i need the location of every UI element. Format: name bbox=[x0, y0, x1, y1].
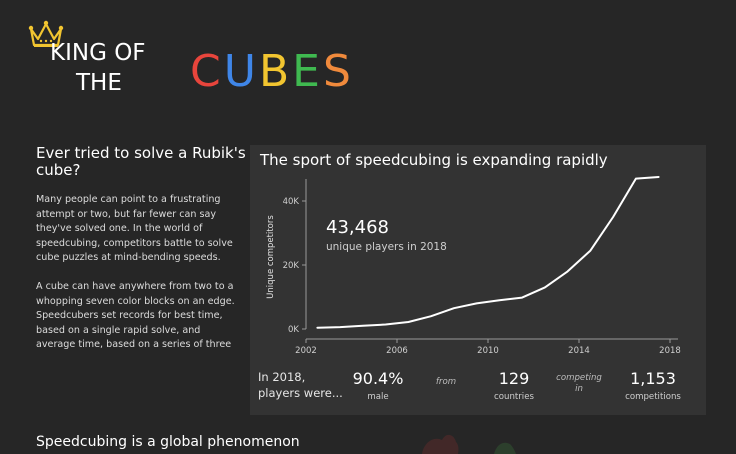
stat-value: 1,153 bbox=[630, 369, 676, 388]
x-tick-label: 2018 bbox=[659, 346, 681, 356]
intro-paragraph-2: A cube can have anywhere from two to a w… bbox=[36, 280, 235, 351]
x-tick-label: 2014 bbox=[568, 346, 590, 356]
y-tick-label: 0K bbox=[288, 325, 299, 335]
stats-lead: In 2018, players were... bbox=[258, 370, 343, 400]
cubes-letter-c: C bbox=[190, 46, 224, 97]
stat-countries: 129 countries bbox=[482, 369, 546, 402]
series-line-0 bbox=[316, 176, 660, 329]
y-axis-label: Unique competitors bbox=[266, 215, 276, 299]
x-tick-label: 2010 bbox=[477, 346, 499, 356]
highlight-label: unique players in 2018 bbox=[326, 241, 447, 253]
x-tick-label: 2002 bbox=[295, 346, 317, 356]
line-chart: 0K 20K 40K 2002 2006 2010 2014 2018 Unique compe… bbox=[266, 176, 681, 356]
stats-row: In 2018, players were... 90.4% male from… bbox=[250, 367, 706, 415]
stat-competitions: 1,153 competitions bbox=[618, 369, 688, 402]
stat-male: 90.4% male bbox=[346, 369, 410, 402]
section-title-global: Speedcubing is a global phenomenon bbox=[36, 434, 300, 450]
cubes-letter-b: B bbox=[258, 46, 293, 97]
intro-body: Many people can point to a frustrating a… bbox=[36, 193, 236, 353]
connector-from: from bbox=[435, 377, 457, 387]
title-king-of-the: KING OF THE bbox=[50, 38, 146, 98]
cubes-letter-e: E bbox=[292, 46, 323, 97]
highlight-value: 43,468 bbox=[326, 217, 389, 238]
stat-value: 129 bbox=[498, 369, 530, 388]
y-tick-label: 20K bbox=[283, 261, 300, 271]
title-line-2: THE bbox=[76, 70, 122, 96]
stat-unit: male bbox=[367, 392, 389, 402]
chart-card: The sport of speedcubing is expanding ra… bbox=[250, 145, 706, 415]
intro-paragraph-1: Many people can point to a frustrating a… bbox=[36, 194, 233, 264]
stat-value: 90.4% bbox=[352, 369, 404, 388]
y-tick-label: 40K bbox=[283, 197, 300, 207]
connector-competing-in: competing in bbox=[556, 373, 602, 394]
title-cubes: CUBES bbox=[190, 48, 354, 96]
stat-unit: competitions bbox=[625, 392, 681, 402]
title-line-1: KING OF bbox=[50, 40, 146, 66]
chart-title: The sport of speedcubing is expanding ra… bbox=[260, 151, 608, 169]
crown-icon bbox=[28, 20, 64, 47]
stat-unit: countries bbox=[494, 392, 534, 402]
cubes-letter-s: S bbox=[322, 46, 354, 97]
world-map-preview bbox=[422, 434, 516, 454]
x-tick-label: 2006 bbox=[386, 346, 408, 356]
cubes-letter-u: U bbox=[223, 46, 259, 97]
intro-title: Ever tried to solve a Rubik's cube? bbox=[36, 144, 246, 179]
